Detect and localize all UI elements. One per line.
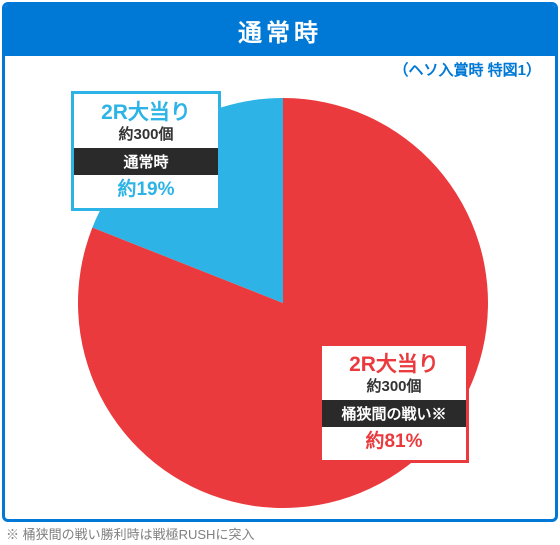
chart-container: 通常時 （ヘソ入賞時 特図1） 2R大当り 約300個 通常時 約19% 2R大… <box>2 2 558 522</box>
label-sub: 約300個 <box>334 377 454 397</box>
label-box-red: 2R大当り 約300個 桶狭間の戦い※ 約81% <box>319 343 469 463</box>
header-bar: 通常時 <box>5 5 555 56</box>
header-title: 通常時 <box>238 20 322 47</box>
label-box-blue: 2R大当り 約300個 通常時 約19% <box>71 91 221 211</box>
label-sub: 約300個 <box>86 125 206 145</box>
label-pct: 約19% <box>86 178 206 203</box>
label-pct: 約81% <box>334 430 454 455</box>
footnote: ※ 桶狭間の戦い勝利時は戦極RUSHに突入 <box>6 524 254 543</box>
label-bar: 桶狭間の戦い※ <box>322 400 466 427</box>
label-title: 2R大当り <box>86 100 206 125</box>
label-title: 2R大当り <box>334 352 454 377</box>
label-bar: 通常時 <box>74 148 218 175</box>
pie-chart: 2R大当り 約300個 通常時 約19% 2R大当り 約300個 桶狭間の戦い※… <box>5 75 555 515</box>
